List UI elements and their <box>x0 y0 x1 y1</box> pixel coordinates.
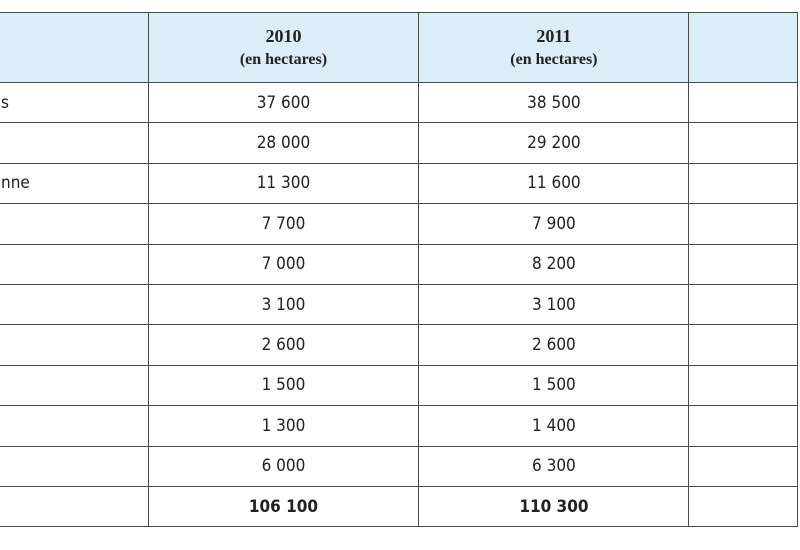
table-row: 28 000 29 200 <box>0 122 798 164</box>
value-cell: 3 100 <box>147 283 420 326</box>
table-row: 106 100 110 300 <box>0 485 798 528</box>
header-cell: 2011 (en hectares) <box>418 12 690 83</box>
value-cell: 7 700 <box>147 203 420 245</box>
value-cell <box>688 122 798 164</box>
header-year: 2010 <box>265 26 302 46</box>
value-cell: 1 300 <box>147 405 420 447</box>
header-row: 2010 (en hectares) 2011 (en hectares) <box>0 12 798 83</box>
row-label: nne <box>0 162 149 205</box>
value-cell: 110 300 <box>418 485 690 528</box>
value-cell: 6 300 <box>418 445 690 487</box>
row-label <box>0 405 149 447</box>
value-cell <box>688 324 798 366</box>
table-row: 1 500 1 500 <box>0 364 798 407</box>
row-label <box>0 243 149 285</box>
value-cell <box>688 405 798 447</box>
row-label <box>0 445 149 487</box>
header-cell <box>688 12 798 83</box>
row-label: s <box>0 81 149 124</box>
value-cell: 1 500 <box>147 364 420 407</box>
value-cell: 2 600 <box>418 324 690 366</box>
value-cell: 1 400 <box>418 405 690 447</box>
value-cell: 3 100 <box>418 283 690 326</box>
table-row: 7 000 8 200 <box>0 243 798 285</box>
header-unit: (en hectares) <box>239 51 328 68</box>
table-row: nne 11 300 11 600 <box>0 162 798 205</box>
row-label <box>0 122 149 164</box>
value-cell <box>688 485 798 528</box>
value-cell <box>688 81 798 124</box>
value-cell: 6 000 <box>147 445 420 487</box>
header-cell: 2010 (en hectares) <box>147 12 420 83</box>
value-cell: 29 200 <box>418 122 690 164</box>
table-row: 6 000 6 300 <box>0 445 798 487</box>
value-cell: 7 900 <box>418 203 690 245</box>
row-label <box>0 324 149 366</box>
row-label <box>0 485 149 528</box>
table-row: 7 700 7 900 <box>0 203 798 245</box>
value-cell <box>688 364 798 407</box>
value-cell: 7 000 <box>147 243 420 285</box>
value-cell: 2 600 <box>147 324 420 366</box>
value-cell <box>688 243 798 285</box>
value-cell: 38 500 <box>418 81 690 124</box>
table-row: 3 100 3 100 <box>0 283 798 326</box>
header-cell <box>0 12 149 83</box>
header-unit: (en hectares) <box>510 51 598 68</box>
value-cell: 1 500 <box>418 364 690 407</box>
value-cell <box>688 283 798 326</box>
value-cell: 11 300 <box>147 162 420 205</box>
value-cell: 28 000 <box>147 122 420 164</box>
table-row: 2 600 2 600 <box>0 324 798 366</box>
value-cell <box>688 445 798 487</box>
table-row: s 37 600 38 500 <box>0 81 798 124</box>
value-cell <box>688 203 798 245</box>
value-cell: 11 600 <box>418 162 690 205</box>
header-year: 2011 <box>536 26 572 46</box>
row-label <box>0 283 149 326</box>
value-cell <box>688 162 798 205</box>
row-label <box>0 203 149 245</box>
row-label <box>0 364 149 407</box>
table-row: 1 300 1 400 <box>0 405 798 447</box>
value-cell: 37 600 <box>147 81 420 124</box>
data-table: 2010 (en hectares) 2011 (en hectares) s 37 6… <box>0 12 798 528</box>
value-cell: 8 200 <box>418 243 690 285</box>
value-cell: 106 100 <box>147 485 420 528</box>
